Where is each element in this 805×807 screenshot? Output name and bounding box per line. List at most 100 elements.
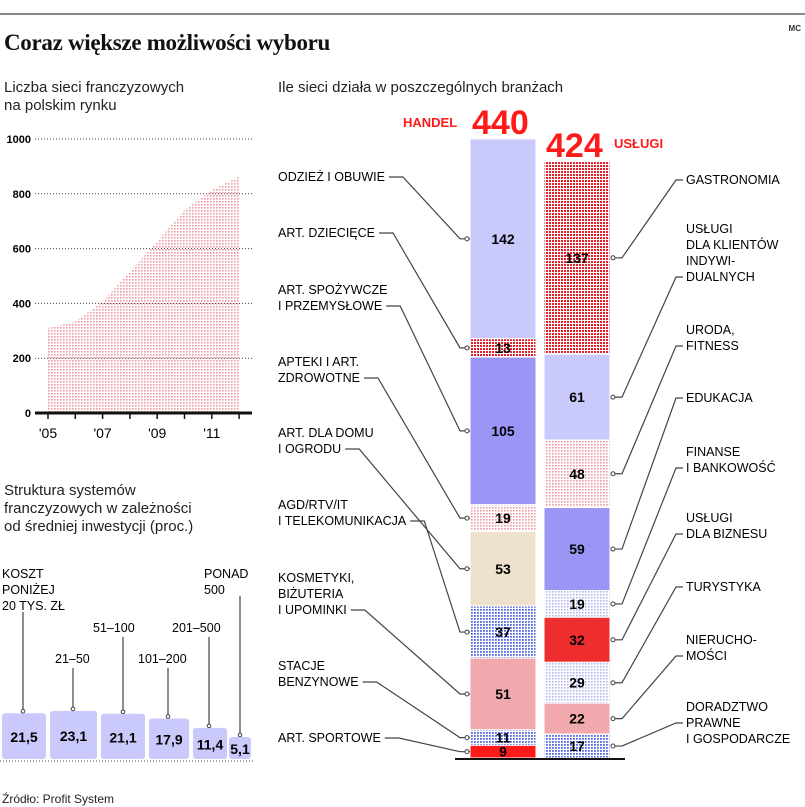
leader-line: [612, 276, 683, 398]
label-line: DUALNYCH: [686, 270, 755, 284]
segment-label: ART. SPORTOWE: [278, 731, 381, 745]
subtitle-line: na polskim rynku: [4, 97, 117, 114]
bar-chart-subtitle: Struktura systemów franczyzowych w zależ…: [4, 482, 193, 536]
segment-label: AGD/RTV/IT I TELEKOMUNIKACJA: [278, 498, 407, 528]
leader-dot: [464, 749, 470, 755]
label-line: ART. SPOŻYWCZE: [278, 283, 388, 297]
label-line: URODA,: [686, 323, 735, 337]
author-credit: MC: [788, 24, 801, 33]
segment-bar: [543, 590, 611, 618]
leader-line: [386, 305, 470, 432]
segment-value: 11: [496, 730, 511, 746]
subtitle-line: od średniej inwestycji (proc.): [4, 518, 194, 535]
pointer-dot: [70, 706, 76, 712]
series-total: 424: [546, 127, 603, 165]
leader-line: [345, 448, 470, 570]
segment-value: 19: [569, 596, 585, 612]
area-fill: [48, 176, 240, 413]
segment-value: 51: [495, 686, 511, 702]
bar-value: 21,1: [109, 729, 136, 745]
segment-bar: [543, 702, 611, 735]
leader-dot: [610, 546, 616, 552]
subtitle-line: Liczba sieci franczyzowych: [4, 79, 185, 96]
leader-line: [363, 377, 470, 519]
label-line: ODZIEŻ I OBUWIE: [278, 170, 385, 184]
label-line: DLA KLIENTÓW: [686, 237, 779, 252]
area-chart: 0 200 400 600 800 1000 '05 '07 '09 '11: [7, 134, 252, 441]
segment-label: GASTRONOMIA: [686, 173, 780, 187]
leader-dot: [610, 743, 616, 749]
bar-value: 23,1: [60, 728, 87, 744]
segment-label: USŁUGI DLA KLIENTÓW INDYWI- DUALNYCH: [686, 222, 779, 284]
label-line: STACJE: [278, 659, 325, 673]
segment-label: ODZIEŻ I OBUWIE: [278, 170, 385, 184]
segment-bar: [469, 530, 537, 607]
category-label: 51–100: [93, 621, 135, 635]
category-label: 21–50: [55, 652, 90, 666]
series-name: USŁUGI: [614, 136, 663, 151]
leader-line: [612, 397, 683, 550]
label-line: FINANSE: [686, 445, 740, 459]
label-line: I TELEKOMUNIKACJA: [278, 514, 407, 528]
label-line: MOŚCI: [686, 648, 727, 663]
label-line: BENZYNOWE: [278, 675, 359, 689]
bar: [149, 718, 189, 759]
segment-value: 53: [495, 561, 511, 577]
label-line: GASTRONOMIA: [686, 173, 780, 187]
label-line: ART. SPORTOWE: [278, 731, 381, 745]
top-rule: [0, 13, 805, 15]
label-line: 101–200: [138, 652, 187, 666]
segment-label: STACJE BENZYNOWE: [278, 659, 359, 689]
x-tick-label: '11: [203, 425, 220, 441]
segment-value: 59: [569, 541, 585, 557]
label-line: NIERUCHO-: [686, 633, 757, 647]
y-tick-label: 600: [13, 244, 31, 256]
category-label: 201–500: [172, 621, 221, 635]
y-tick-label: 200: [13, 353, 31, 365]
bar: [229, 737, 251, 759]
investment-bar-chart: 21,5 KOSZT PONIŻEJ 20 TYS. ZŁ 23,1 21–50 21,1 5…: [0, 567, 255, 762]
label-line: I BANKOWOŚĆ: [686, 460, 776, 475]
x-tick-label: '05: [39, 425, 57, 441]
leader-line: [612, 345, 683, 475]
label-line: ZDROWOTNE: [278, 371, 360, 385]
leader-dot: [610, 601, 616, 607]
segment-value: 19: [495, 510, 511, 526]
series-total: 440: [472, 104, 529, 142]
segment-value: 105: [491, 423, 515, 439]
label-line: 21–50: [55, 652, 90, 666]
source-note: Źródło: Profit System: [2, 792, 115, 806]
leader-dot: [464, 566, 470, 572]
pointer-dot: [237, 732, 243, 738]
label-line: USŁUGI: [686, 511, 733, 525]
segment-value: 137: [565, 250, 589, 266]
segment-value: 29: [569, 675, 585, 691]
bar: [101, 713, 145, 759]
label-line: INDYWI-: [686, 254, 735, 268]
y-tick-label: 1000: [7, 134, 31, 146]
leader-dot: [464, 691, 470, 697]
bar-value: 21,5: [10, 729, 37, 745]
leader-line: [350, 609, 470, 695]
leader-line: [384, 737, 470, 753]
segment-label: ART. DZIECIĘCE: [278, 226, 375, 240]
label-line: USŁUGI: [686, 222, 733, 236]
y-tick-label: 800: [13, 189, 31, 201]
segment-label: TURYSTYKA: [686, 580, 761, 594]
leader-dot: [464, 236, 470, 242]
label-line: PRAWNE: [686, 716, 740, 730]
label-line: I GOSPODARCZE: [686, 732, 790, 746]
segment-value: 61: [569, 389, 585, 405]
label-line: 51–100: [93, 621, 135, 635]
leader-line: [612, 533, 683, 641]
segment-bar: [543, 439, 611, 509]
y-tick-label: 0: [25, 408, 31, 420]
leader-line: [612, 467, 683, 605]
label-line: I PRZEMYSŁOWE: [278, 299, 382, 313]
leader-dot: [610, 716, 616, 722]
pointer-dot: [165, 714, 171, 719]
y-tick-label: 400: [13, 298, 31, 310]
stacked-bar-chart: 142 ODZIEŻ I OBUWIE 13 ART. DZIECIĘCE 105 ART…: [278, 104, 790, 760]
label-line: KOSZT: [2, 567, 44, 581]
